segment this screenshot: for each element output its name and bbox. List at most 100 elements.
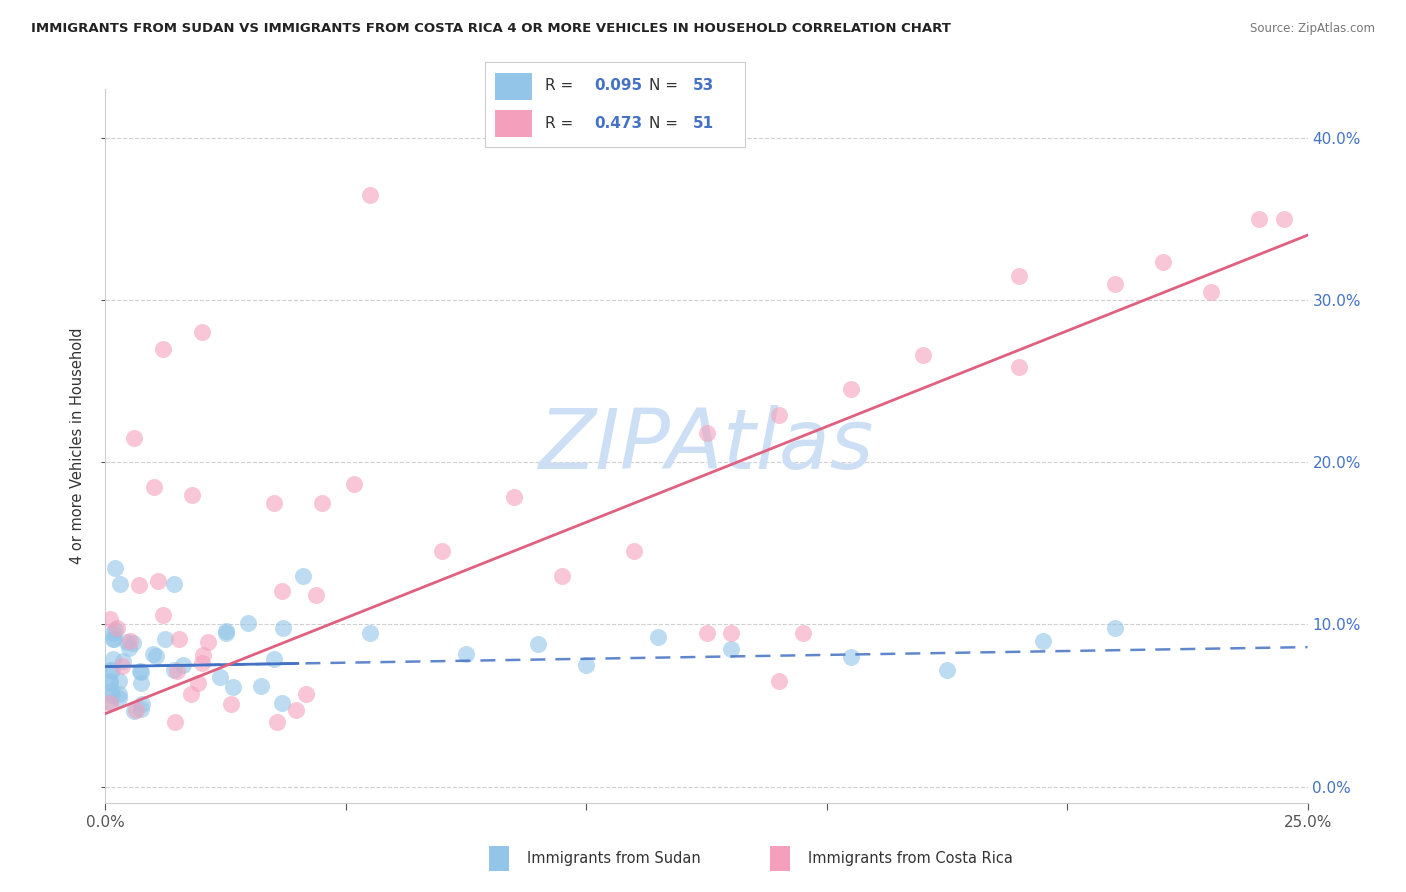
Point (720, 625, 742, 640)
Point (98, 612, 121, 626)
Point (647, 631, 669, 645)
Point (197, 635, 219, 649)
Bar (495, 72, 531, 100)
Point (359, 625, 381, 640)
Point (623, 544, 645, 558)
Point (142, 647, 165, 661)
Point (111, 654, 134, 668)
Point (263, 496, 285, 510)
Point (305, 588, 328, 602)
Point (1104, 277, 1126, 292)
Point (839, 649, 862, 664)
Point (101, 663, 124, 677)
Point (98, 673, 121, 688)
Point (430, 543, 453, 558)
Point (263, 652, 285, 666)
Point (270, 696, 292, 710)
Point (1249, 211, 1271, 226)
Text: Immigrants from Costa Rica: Immigrants from Costa Rica (808, 851, 1014, 865)
Text: R =: R = (546, 116, 578, 131)
Point (575, 657, 598, 672)
Point (166, 664, 188, 678)
Point (118, 633, 141, 648)
Point (214, 624, 236, 638)
Point (104, 623, 127, 637)
Point (98, 695, 121, 709)
Point (98, 663, 121, 677)
Point (101, 625, 124, 640)
Point (101, 651, 124, 665)
Point (125, 703, 148, 717)
Point (98, 676, 121, 690)
Point (295, 687, 318, 701)
Point (343, 476, 366, 491)
Point (181, 488, 204, 502)
Point (152, 342, 174, 356)
Text: 53: 53 (693, 78, 714, 93)
Point (768, 408, 790, 422)
Point (107, 690, 129, 705)
Point (152, 607, 174, 622)
Point (311, 496, 333, 510)
Point (271, 584, 294, 599)
Point (768, 674, 790, 689)
Point (118, 640, 141, 655)
Text: Immigrants from Sudan: Immigrants from Sudan (527, 851, 702, 865)
Point (551, 568, 574, 582)
Text: 0.095: 0.095 (595, 78, 643, 93)
Point (222, 680, 245, 694)
Text: R =: R = (546, 78, 578, 93)
Point (167, 632, 190, 647)
Point (103, 632, 125, 647)
Point (696, 425, 718, 440)
Point (129, 665, 152, 679)
Point (124, 431, 146, 445)
Point (839, 382, 862, 396)
Point (145, 649, 167, 664)
Point (1152, 255, 1174, 269)
Bar (495, 110, 531, 137)
Point (165, 714, 187, 729)
Point (1008, 359, 1031, 374)
Point (101, 688, 124, 702)
Point (1032, 633, 1054, 648)
Text: ZIPAtlas: ZIPAtlas (538, 406, 875, 486)
Point (696, 625, 718, 640)
Point (193, 648, 215, 662)
Point (163, 577, 186, 591)
Point (219, 697, 242, 711)
Point (911, 348, 934, 362)
Point (359, 187, 381, 202)
Point (208, 670, 231, 684)
Point (172, 658, 194, 673)
Point (503, 490, 526, 504)
Point (108, 687, 131, 701)
Point (454, 647, 477, 661)
Point (187, 676, 209, 690)
Point (153, 632, 176, 646)
Point (103, 632, 125, 646)
Point (100, 696, 122, 710)
Point (129, 676, 152, 690)
Point (180, 688, 202, 702)
Point (236, 615, 259, 630)
Point (1104, 621, 1126, 635)
Point (190, 326, 212, 340)
Text: 0.473: 0.473 (595, 116, 643, 131)
Point (146, 574, 169, 588)
Point (111, 659, 134, 673)
Point (128, 578, 150, 592)
Point (115, 635, 138, 649)
Point (131, 702, 153, 716)
Point (214, 626, 236, 640)
Point (1008, 268, 1031, 283)
Point (129, 664, 152, 678)
Point (108, 577, 131, 591)
Point (191, 656, 214, 670)
Point (100, 683, 122, 698)
Point (105, 621, 128, 635)
Point (1272, 211, 1295, 226)
Point (720, 641, 742, 656)
Point (266, 714, 288, 729)
Point (527, 637, 550, 651)
